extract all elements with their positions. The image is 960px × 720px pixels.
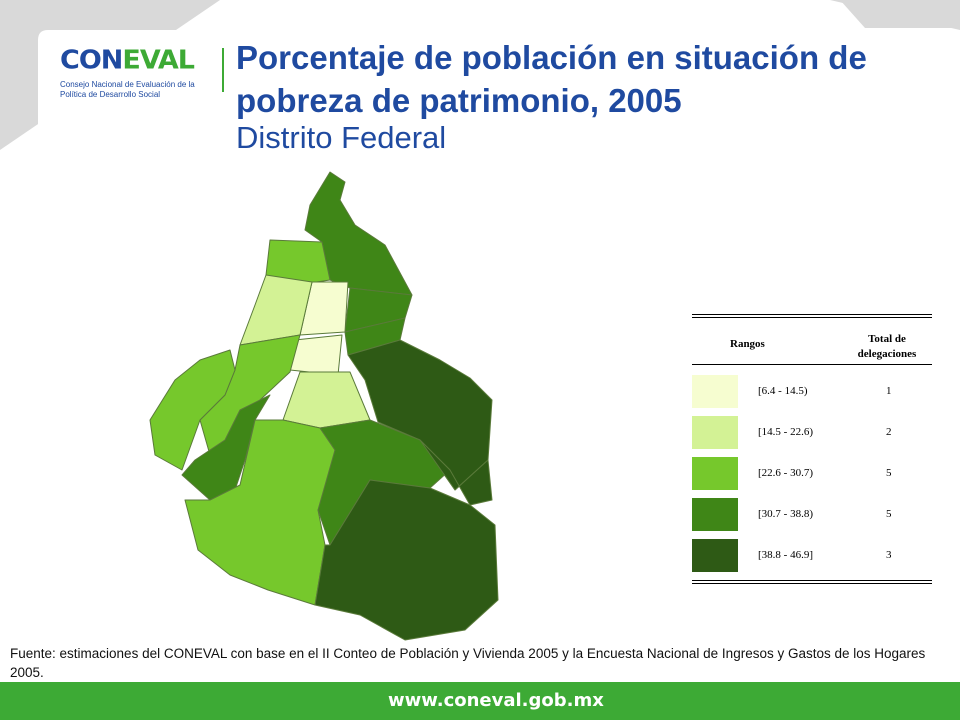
- region-tlahuac: [419, 439, 493, 506]
- header-panel: [38, 30, 238, 140]
- legend-range: [6.4 - 14.5): [758, 385, 808, 397]
- legend-swatch: [692, 457, 738, 490]
- legend-row: [6.4 - 14.5) 1: [692, 375, 932, 408]
- region-coyoacan: [282, 371, 371, 429]
- legend-count: 1: [886, 385, 892, 397]
- source-note: Fuente: estimaciones del CONEVAL con bas…: [10, 646, 926, 680]
- legend-range: [30.7 - 38.8): [758, 508, 813, 520]
- legend-row: [30.7 - 38.8) 5: [692, 498, 932, 531]
- footer-bar: www.coneval.gob.mx: [0, 682, 960, 720]
- legend-count: 3: [886, 549, 892, 561]
- logo-wordmark: CONEVAL: [60, 45, 195, 76]
- legend-count: 5: [886, 508, 892, 520]
- legend-range: [14.5 - 22.6): [758, 426, 813, 438]
- legend-header: Rangos Total de delegaciones: [692, 318, 932, 364]
- legend-row: [14.5 - 22.6) 2: [692, 416, 932, 449]
- coneval-logo: CONEVAL Consejo Nacional de Evaluación d…: [60, 46, 210, 100]
- legend-header-rule: [692, 364, 932, 365]
- legend-swatch: [692, 498, 738, 531]
- legend-swatch: [692, 375, 738, 408]
- logo-subtitle: Consejo Nacional de Evaluación de la Pol…: [60, 80, 195, 99]
- legend-range: [38.8 - 46.9]: [758, 549, 813, 561]
- legend-top-rule: [692, 314, 932, 318]
- legend-table: Rangos Total de delegaciones [6.4 - 14.5…: [692, 314, 932, 584]
- title-divider: [222, 48, 224, 92]
- choropleth-map: [149, 171, 499, 641]
- page-title: Porcentaje de población en situación de …: [236, 39, 867, 119]
- corner-decoration-right: [830, 0, 960, 30]
- region-milpa-alta: [314, 479, 499, 641]
- legend-row: [22.6 - 30.7) 5: [692, 457, 932, 490]
- legend-col-total: Total de delegaciones: [857, 333, 917, 360]
- legend-bottom-rule: [692, 580, 932, 584]
- legend-swatch: [692, 416, 738, 449]
- legend-count: 5: [886, 467, 892, 479]
- website-link[interactable]: www.coneval.gob.mx: [388, 690, 604, 711]
- legend-row: [38.8 - 46.9] 3: [692, 539, 932, 572]
- legend-col-ranges: Rangos: [730, 338, 765, 350]
- legend-range: [22.6 - 30.7): [758, 467, 813, 479]
- legend-count: 2: [886, 426, 892, 438]
- region-cuajimalpa: [149, 349, 236, 471]
- legend-swatch: [692, 539, 738, 572]
- page-subtitle: Distrito Federal: [236, 120, 447, 155]
